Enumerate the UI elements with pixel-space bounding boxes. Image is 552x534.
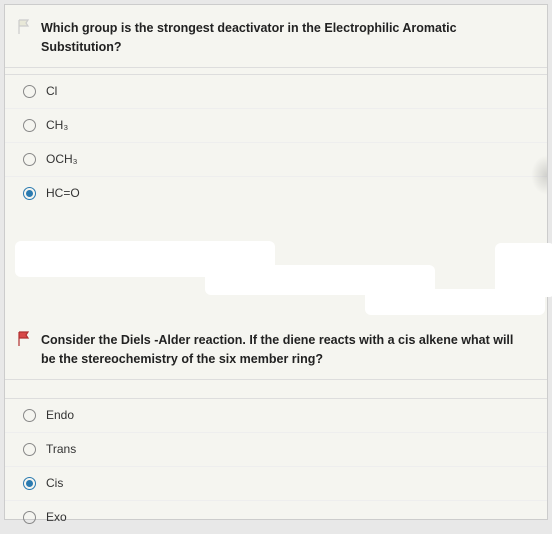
option-ch3[interactable]: CH₃ [5, 108, 547, 142]
page-shadow [531, 155, 547, 195]
option-cis[interactable]: Cis [5, 466, 547, 500]
question-2: Consider the Diels -Alder reaction. If t… [5, 321, 547, 534]
option-och3[interactable]: OCH₃ [5, 142, 547, 176]
option-label: Exo [46, 510, 67, 524]
redaction [495, 243, 552, 297]
radio-icon[interactable] [23, 119, 36, 132]
flag-icon[interactable] [17, 19, 31, 35]
option-label: Endo [46, 408, 74, 422]
radio-icon[interactable] [23, 511, 36, 524]
question-2-options: Endo Trans Cis Exo [5, 398, 547, 534]
option-exo[interactable]: Exo [5, 500, 547, 534]
option-label: CH₃ [46, 118, 68, 132]
option-hco[interactable]: HC=O [5, 176, 547, 210]
radio-icon[interactable] [23, 85, 36, 98]
option-label: Cl [46, 84, 57, 98]
radio-icon[interactable] [23, 153, 36, 166]
radio-icon[interactable] [23, 477, 36, 490]
option-trans[interactable]: Trans [5, 432, 547, 466]
option-endo[interactable]: Endo [5, 398, 547, 432]
radio-icon[interactable] [23, 187, 36, 200]
option-label: HC=O [46, 186, 80, 200]
radio-icon[interactable] [23, 443, 36, 456]
question-2-text: Consider the Diels -Alder reaction. If t… [41, 331, 529, 369]
question-1-options: Cl CH₃ OCH₃ HC=O [5, 74, 547, 210]
option-cl[interactable]: Cl [5, 74, 547, 108]
radio-icon[interactable] [23, 409, 36, 422]
flag-icon[interactable] [17, 331, 31, 347]
option-label: Trans [46, 442, 76, 456]
question-1-text: Which group is the strongest deactivator… [41, 19, 529, 57]
option-label: OCH₃ [46, 152, 78, 166]
quiz-paper: Which group is the strongest deactivator… [4, 4, 548, 520]
option-label: Cis [46, 476, 63, 490]
question-1: Which group is the strongest deactivator… [5, 5, 547, 68]
